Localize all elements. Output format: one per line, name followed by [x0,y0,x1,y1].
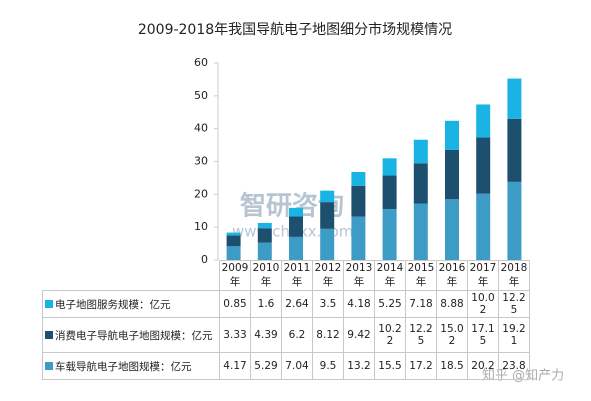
value-cell: 4.39 [250,317,282,353]
bar-segment [289,236,303,260]
bar-segment [476,193,491,260]
bar-segment [226,232,241,236]
x-tick-label: 2018年 [498,260,530,291]
bar-segment [226,235,241,247]
value-cell: 6.2 [281,317,313,353]
bar-segment [257,222,272,229]
series-row: 消费电子导航电子地图规模：亿元 3.33 4.39 6.2 8.12 9.42 10.22 1… [42,317,530,353]
bar-segment [289,207,303,217]
legend-swatch [45,330,53,339]
legend-swatch [45,361,53,370]
y-tick-label: 50 [194,89,208,102]
chart-title: 2009-2018年我国导航电子地图细分市场规模情况 [138,21,452,38]
bar-segment [476,104,491,138]
bar-segment [320,202,335,229]
value-cell: 10.22 [374,317,406,353]
value-cell: 7.04 [281,352,313,380]
value-cell: 5.25 [374,290,406,318]
bar-segment [382,158,397,176]
legend-label: 消费电子导航电子地图规模：亿元 [55,329,213,342]
bar-segment [413,163,428,204]
value-cell: 19.21 [498,317,530,353]
x-tick-label: 2010年 [250,260,282,291]
series-row: 电子地图服务规模：亿元 0.85 1.6 2.64 3.5 4.18 5.25 7.18 8.8… [42,290,530,318]
y-tick-label: 40 [194,122,208,135]
bar-segment [320,228,335,260]
bar-segment [445,199,459,260]
value-cell: 3.5 [312,290,344,318]
value-cell: 4.18 [343,290,375,318]
value-cell: 17.15 [467,317,499,353]
x-tick-label: 2009年 [219,260,251,291]
x-tick-label: 2014年 [374,260,406,291]
bar-segment [226,246,241,260]
value-cell: 12.25 [498,290,530,318]
y-tick-label: 30 [194,155,208,168]
legend-label: 车载导航电子地图规模：亿元 [55,360,192,373]
y-tick-label: 10 [194,220,208,233]
y-tick-label: 0 [201,253,208,266]
value-cell: 2.64 [281,290,313,318]
value-cell: 10.02 [467,290,499,318]
value-cell: 15.02 [436,317,468,353]
bar-segment [351,216,366,260]
bar-segment [445,120,459,150]
bar-segment [257,228,272,243]
bar-segment [382,209,397,260]
x-tick-label: 2016年 [436,260,468,291]
value-cell: 15.5 [374,352,406,380]
bar-segment [413,139,428,164]
value-cell: 3.33 [219,317,251,353]
y-tick-label: 20 [194,187,208,200]
corner-cell [43,261,220,291]
data-table: 2009年 2010年 2011年 2012年 2013年 2014年 2015年 2016年… [42,260,530,380]
value-cell: 20.2 [467,352,499,380]
value-cell: 9.42 [343,317,375,353]
bar-segment [382,175,397,210]
value-cell: 13.2 [343,352,375,380]
bar-segment [413,203,428,260]
value-cell: 4.17 [219,352,251,380]
value-cell: 17.2 [405,352,437,380]
bar-segment [507,78,522,119]
value-cell: 7.18 [405,290,437,318]
x-tick-label: 2015年 [405,260,437,291]
x-tick-label: 2017年 [467,260,499,291]
bar-segment [289,216,303,237]
value-cell: 9.5 [312,352,344,380]
legend-swatch [45,299,53,308]
bar-segment [507,118,522,182]
x-tick-label: 2011年 [281,260,313,291]
bar-segment [320,190,335,203]
value-cell: 18.5 [436,352,468,380]
bar-segment [257,242,272,260]
legend-cell: 车载导航电子地图规模：亿元 [42,352,220,380]
legend-cell: 消费电子导航电子地图规模：亿元 [42,317,220,353]
legend-cell: 电子地图服务规模：亿元 [42,290,220,318]
header-row: 2009年 2010年 2011年 2012年 2013年 2014年 2015年 2016年… [43,260,530,291]
value-cell: 23.8 [498,352,530,380]
bar-segment [476,137,491,194]
value-cell: 1.6 [250,290,282,318]
legend-label: 电子地图服务规模：亿元 [55,298,171,311]
value-cell: 12.25 [405,317,437,353]
x-tick-label: 2013年 [343,260,375,291]
value-cell: 8.88 [436,290,468,318]
series-row: 车载导航电子地图规模：亿元 4.17 5.29 7.04 9.5 13.2 15.5 17.2… [42,352,530,380]
value-cell: 5.29 [250,352,282,380]
y-tick-label: 60 [194,56,208,69]
bar-segment [445,149,459,200]
value-cell: 0.85 [219,290,251,318]
bar-segment [351,185,366,217]
value-cell: 8.12 [312,317,344,353]
x-tick-label: 2012年 [312,260,344,291]
bar-segment [351,172,366,186]
bar-segment [507,181,522,260]
